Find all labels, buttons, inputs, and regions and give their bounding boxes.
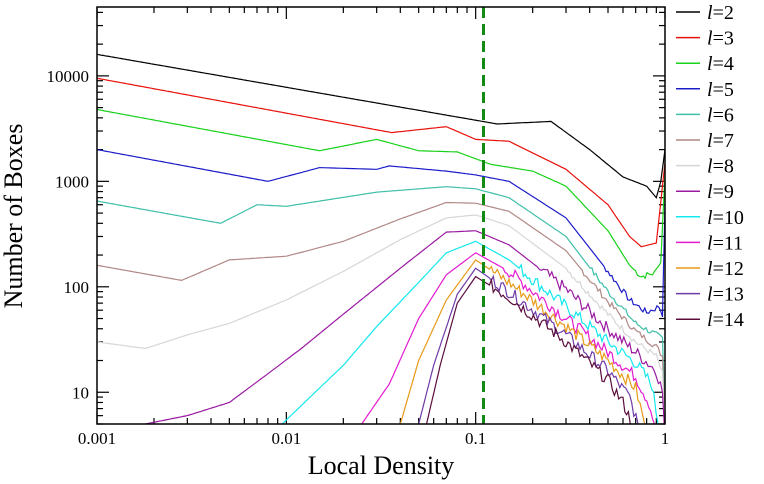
series-line-l=3 — [97, 77, 665, 248]
series-line-l=6 — [97, 186, 665, 393]
y-tick-labels: 10 100 1000 10000 — [47, 67, 90, 402]
series-line-l=11 — [361, 252, 656, 424]
x-tick-label: 1 — [661, 429, 670, 448]
legend-label-l=8: l=8 — [707, 156, 734, 178]
y-tick-label: 10000 — [47, 67, 90, 86]
plot-frame — [96, 6, 666, 425]
legend-label-l=11: l=11 — [707, 232, 743, 254]
series-line-l=4 — [97, 108, 665, 280]
legend-label-l=13: l=13 — [707, 284, 744, 306]
x-tick-label: 0.001 — [78, 429, 116, 448]
series-line-l=9 — [145, 230, 665, 424]
legend-label-l=6: l=6 — [707, 104, 734, 126]
series-line-l=12 — [399, 259, 646, 424]
legend-label-l=12: l=12 — [707, 258, 744, 280]
series-line-l=14 — [425, 275, 633, 424]
series-line-l=10 — [281, 240, 659, 424]
series-line-l=7 — [97, 201, 665, 403]
legend-label-l=10: l=10 — [707, 207, 744, 229]
legend-label-l=2: l=2 — [707, 2, 734, 24]
legend-label-l=4: l=4 — [707, 53, 734, 75]
legend: l=2 l=3 l=4 l=5 l=6 l=7 l=8 l=9 l=10 l=11 l=12 l=13… — [676, 2, 744, 331]
y-tick-label: 1000 — [55, 172, 89, 191]
series-line-l=2 — [97, 53, 665, 199]
series-line-l=13 — [418, 267, 639, 424]
y-tick-label: 100 — [64, 278, 90, 297]
legend-label-l=14: l=14 — [707, 309, 744, 331]
series-lines — [97, 53, 665, 424]
y-tick-label: 10 — [72, 383, 89, 402]
legend-label-l=3: l=3 — [707, 28, 734, 50]
series-line-l=8 — [97, 214, 665, 416]
x-tick-labels: 0.001 0.01 0.1 1 — [78, 429, 669, 448]
x-tick-label: 0.1 — [465, 429, 486, 448]
legend-label-l=5: l=5 — [707, 79, 734, 101]
x-tick-label: 0.01 — [271, 429, 301, 448]
series-line-l=5 — [97, 149, 665, 317]
y-axis-title: Number of Boxes — [0, 124, 28, 309]
legend-label-l=9: l=9 — [707, 181, 734, 203]
x-axis-title: Local Density — [308, 451, 455, 480]
legend-label-l=7: l=7 — [707, 130, 734, 152]
